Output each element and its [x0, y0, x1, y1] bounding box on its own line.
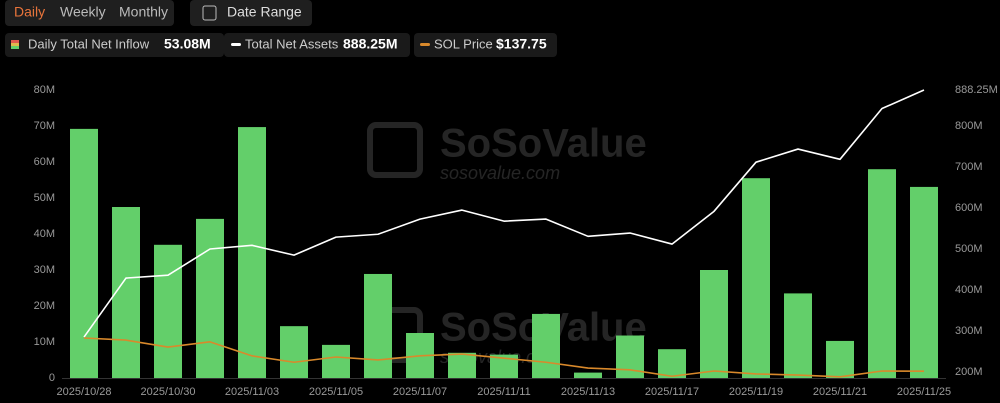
- period-weekly[interactable]: Weekly: [60, 4, 106, 20]
- y2-tick-label: 888.25M: [955, 84, 998, 96]
- y-tick-label: 20M: [34, 300, 55, 312]
- watermark-logo: SoSoValue: [440, 122, 647, 166]
- bar: [490, 354, 518, 378]
- period-monthly[interactable]: Monthly: [119, 4, 168, 20]
- bar: [826, 340, 854, 378]
- bar: [784, 293, 812, 378]
- bar: [70, 128, 98, 378]
- bar: [700, 270, 728, 378]
- y2-tick-label: 700M: [955, 161, 983, 173]
- x-tick-label: 2025/11/11: [477, 386, 530, 398]
- date-range-label[interactable]: Date Range: [227, 4, 302, 20]
- line: [83, 89, 925, 338]
- y2-tick-label: 600M: [955, 202, 983, 214]
- date-range-button[interactable]: [190, 0, 312, 26]
- y2-tick-label: 400M: [955, 284, 983, 296]
- x-tick-label: 2025/11/25: [897, 386, 951, 398]
- legend-value: 888.25M: [343, 36, 397, 52]
- y-tick-label: 10M: [34, 336, 55, 348]
- y-tick-label: 30M: [34, 264, 55, 276]
- y-tick-label: 60M: [34, 156, 55, 168]
- y-tick-label: 40M: [34, 228, 55, 240]
- x-tick-label: 2025/11/17: [645, 386, 699, 398]
- x-tick-label: 2025/11/07: [393, 386, 447, 398]
- legend-box: [414, 33, 557, 57]
- legend-swatch: [231, 43, 241, 46]
- bar: [910, 186, 938, 378]
- calendar-icon: [202, 5, 217, 21]
- bar: [742, 178, 770, 378]
- period-daily[interactable]: Daily: [14, 4, 45, 20]
- legend-swatch: [11, 40, 19, 43]
- legend-name: SOL Price: [434, 36, 493, 51]
- bar: [868, 169, 896, 378]
- legend-box: [5, 33, 224, 57]
- legend-swatch: [420, 43, 430, 46]
- y-tick-label: 0: [49, 372, 55, 384]
- y2-tick-label: 800M: [955, 120, 983, 132]
- x-tick-label: 2025/11/19: [729, 386, 783, 398]
- watermark: SoSoValue sosovalue.com SoSoValue sosova…: [367, 122, 647, 367]
- bar: [280, 326, 308, 378]
- watermark-url: sosovalue.com: [440, 163, 560, 183]
- legend-box: [224, 33, 410, 57]
- y2-tick-label: 300M: [955, 325, 983, 337]
- y-tick-label: 50M: [34, 192, 55, 204]
- bar: [238, 127, 266, 378]
- bar: [448, 352, 476, 378]
- line: [83, 337, 925, 378]
- legend-swatch: [11, 46, 19, 49]
- bar: [196, 218, 224, 378]
- legend-name: Total Net Assets: [245, 36, 339, 51]
- bar: [532, 313, 560, 378]
- x-tick-label: 2025/11/13: [561, 386, 615, 398]
- y-tick-label: 80M: [34, 84, 55, 96]
- bar: [364, 273, 392, 378]
- legend-name: Daily Total Net Inflow: [28, 36, 150, 51]
- period-switch: [5, 0, 174, 26]
- x-tick-label: 2025/10/30: [140, 386, 195, 398]
- y2-tick-label: 200M: [955, 366, 983, 378]
- watermark-icon: [367, 122, 423, 178]
- x-tick-label: 2025/11/03: [225, 386, 279, 398]
- legend-swatch: [11, 43, 19, 46]
- y2-tick-label: 500M: [955, 243, 983, 255]
- x-tick-label: 2025/10/28: [56, 386, 111, 398]
- legend-value: 53.08M: [164, 36, 211, 52]
- bar: [322, 344, 350, 378]
- x-tick-label: 2025/11/05: [309, 386, 363, 398]
- bar: [574, 372, 602, 378]
- x-tick-label: 2025/11/21: [813, 386, 867, 398]
- bar: [154, 244, 182, 378]
- y-tick-label: 70M: [34, 120, 55, 132]
- bar: [658, 349, 686, 378]
- legend-value: $137.75: [496, 36, 547, 52]
